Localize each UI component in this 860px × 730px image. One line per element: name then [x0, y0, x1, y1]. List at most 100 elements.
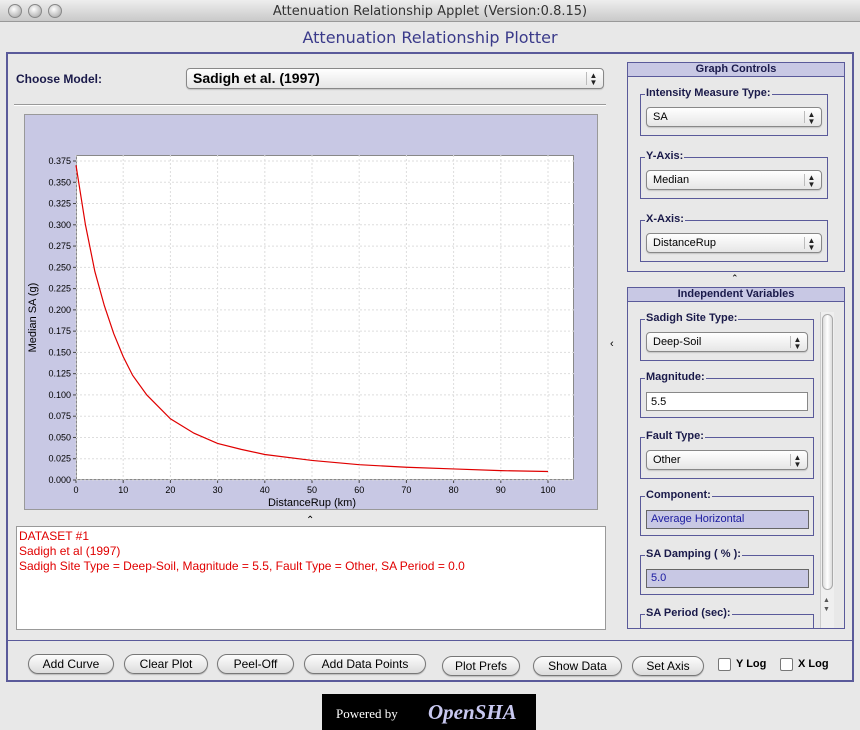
model-select-value: Sadigh et al. (1997): [193, 70, 320, 86]
y-tick-label: 0.325: [48, 199, 71, 209]
y-tick-label: 0.100: [48, 390, 71, 400]
select-arrows-icon: ▲ ▼: [804, 174, 818, 189]
xaxis-select[interactable]: DistanceRup ▲ ▼: [646, 233, 822, 253]
set-axis-button[interactable]: Set Axis: [632, 656, 704, 676]
yaxis-label: Y-Axis:: [645, 150, 685, 162]
x-tick-label: 10: [118, 485, 128, 495]
peel-off-button[interactable]: Peel-Off: [217, 654, 294, 674]
y-tick-label: 0.000: [48, 475, 71, 485]
clear-plot-button[interactable]: Clear Plot: [124, 654, 208, 674]
select-arrows-icon: ▲ ▼: [586, 72, 600, 87]
add-curve-button[interactable]: Add Curve: [28, 654, 114, 674]
independent-variables-title: Independent Variables: [628, 288, 844, 302]
x-tick-label: 100: [540, 485, 555, 495]
y-tick-label: 0.025: [48, 454, 71, 464]
zoom-window-button[interactable]: [48, 4, 62, 18]
dataset-info-text: DATASET #1 Sadigh et al (1997) Sadigh Si…: [16, 526, 606, 630]
choose-model-label: Choose Model:: [16, 72, 102, 86]
opensha-brand: OpenSHA: [428, 700, 517, 724]
y-tick-label: 0.300: [48, 220, 71, 230]
powered-by-logo: Powered by OpenSHA: [322, 694, 536, 730]
fault-type-select[interactable]: Other ▲ ▼: [646, 450, 808, 470]
xlog-checkbox[interactable]: [780, 658, 793, 671]
site-type-label: Sadigh Site Type:: [645, 312, 739, 324]
imt-select[interactable]: SA ▲ ▼: [646, 107, 822, 127]
x-tick-label: 50: [307, 485, 317, 495]
plot-prefs-button[interactable]: Plot Prefs: [442, 656, 520, 676]
imt-label: Intensity Measure Type:: [645, 87, 772, 99]
model-select[interactable]: Sadigh et al. (1997) ▲ ▼: [186, 68, 604, 89]
x-tick-label: 20: [165, 485, 175, 495]
y-tick-label: 0.375: [48, 156, 71, 166]
x-tick-label: 80: [449, 485, 459, 495]
collapse-arrow-icon[interactable]: ⌃: [306, 515, 315, 526]
damping-label: SA Damping ( % ):: [645, 548, 742, 560]
y-tick-label: 0.075: [48, 411, 71, 421]
add-data-points-button[interactable]: Add Data Points: [304, 654, 426, 674]
select-arrows-icon: ▲ ▼: [790, 454, 804, 469]
info-line: Sadigh Site Type = Deep-Soil, Magnitude …: [19, 559, 465, 573]
app-title: Attenuation Relationship Plotter: [302, 28, 558, 47]
x-tick-label: 0: [73, 485, 78, 495]
scrollbar-thumb[interactable]: [822, 314, 833, 590]
y-tick-label: 0.175: [48, 326, 71, 336]
period-group: SA Period (sec):: [640, 607, 814, 628]
show-data-button[interactable]: Show Data: [533, 656, 622, 676]
fault-type-group: Fault Type:: [640, 430, 814, 479]
y-tick-label: 0.225: [48, 284, 71, 294]
x-tick-label: 60: [354, 485, 364, 495]
site-type-group: Sadigh Site Type:: [640, 312, 814, 361]
xaxis-group: X-Axis:: [640, 213, 828, 262]
yaxis-group: Y-Axis:: [640, 150, 828, 199]
component-group: Component:: [640, 489, 814, 536]
site-type-value: Deep-Soil: [653, 336, 702, 348]
yaxis-value: Median: [653, 174, 690, 186]
x-tick-label: 90: [496, 485, 506, 495]
xlog-label: X Log: [798, 658, 829, 670]
period-label: SA Period (sec):: [645, 607, 732, 619]
info-line: Sadigh et al (1997): [19, 544, 121, 558]
ylog-label: Y Log: [736, 658, 767, 670]
y-tick-label: 0.200: [48, 305, 71, 315]
window-titlebar: Attenuation Relationship Applet (Version…: [0, 0, 860, 22]
yaxis-select[interactable]: Median ▲ ▼: [646, 170, 822, 190]
info-line: DATASET #1: [19, 529, 90, 543]
xaxis-label: X-Axis:: [645, 213, 685, 225]
y-tick-label: 0.050: [48, 432, 71, 442]
x-tick-label: 30: [213, 485, 223, 495]
imt-group: Intensity Measure Type:: [640, 87, 828, 136]
splitter-arrow-icon[interactable]: ⌃: [731, 273, 739, 283]
divider: [8, 640, 852, 642]
component-label: Component:: [645, 489, 712, 501]
magnitude-input[interactable]: [646, 392, 808, 411]
x-axis-label: DistanceRup (km): [268, 497, 356, 509]
y-tick-label: 0.250: [48, 262, 71, 272]
site-type-select[interactable]: Deep-Soil ▲ ▼: [646, 332, 808, 352]
select-arrows-icon: ▲ ▼: [804, 237, 818, 252]
ylog-checkbox[interactable]: [718, 658, 731, 671]
expand-left-icon[interactable]: ‹: [610, 338, 614, 350]
graph-controls-title: Graph Controls: [628, 63, 844, 77]
variables-scrollbar[interactable]: ▲ ▼: [820, 312, 834, 628]
fault-type-label: Fault Type:: [645, 430, 705, 442]
y-tick-label: 0.150: [48, 347, 71, 357]
x-tick-label: 40: [260, 485, 270, 495]
imt-value: SA: [653, 111, 668, 123]
close-window-button[interactable]: [8, 4, 22, 18]
x-tick-label: 70: [401, 485, 411, 495]
fault-type-value: Other: [653, 454, 681, 466]
select-arrows-icon: ▲ ▼: [804, 111, 818, 126]
damping-field: 5.0: [646, 569, 809, 588]
plot-area[interactable]: [76, 155, 574, 480]
y-tick-label: 0.275: [48, 241, 71, 251]
minimize-window-button[interactable]: [28, 4, 42, 18]
magnitude-group: Magnitude:: [640, 371, 814, 418]
powered-by-text: Powered by: [336, 706, 398, 721]
y-tick-label: 0.350: [48, 177, 71, 187]
window-title: Attenuation Relationship Applet (Version…: [272, 4, 588, 19]
component-field: Average Horizontal: [646, 510, 809, 529]
damping-group: SA Damping ( % ):: [640, 548, 814, 595]
y-tick-label: 0.125: [48, 369, 71, 379]
scroll-arrows-icon[interactable]: ▲ ▼: [823, 597, 830, 613]
y-axis-label: Median SA (g): [27, 283, 39, 353]
